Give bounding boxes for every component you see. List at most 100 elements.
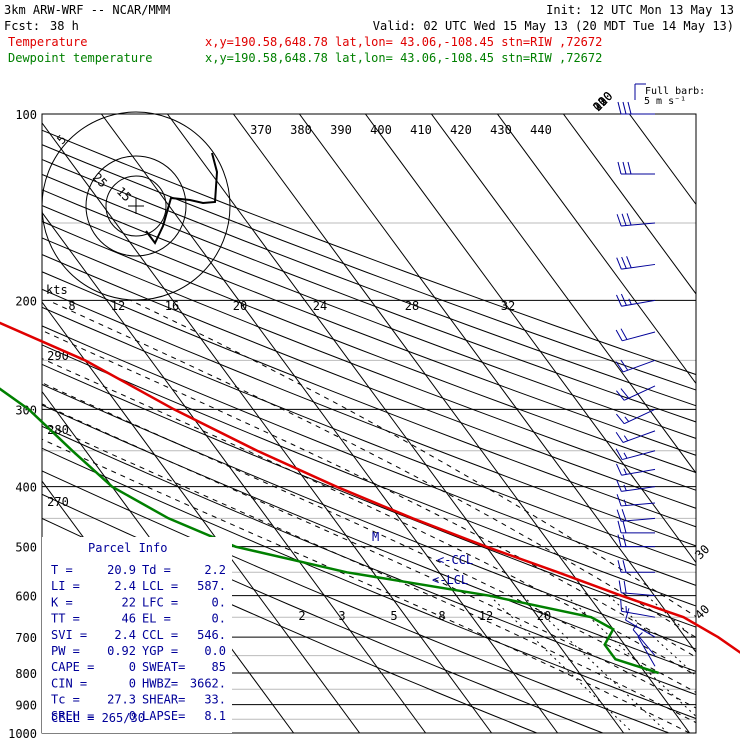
theta-label: 410 — [410, 123, 432, 137]
wind-barb — [615, 328, 656, 342]
wind-barb — [616, 463, 656, 476]
parcel-row-v2: 85 — [212, 660, 226, 674]
hodo-speed-label: 8 — [68, 299, 75, 313]
pressure-label: 1000 — [8, 727, 37, 740]
legend-temperature-info: x,y=190.58,648.78 lat,lon= 43.06,-108.45… — [205, 35, 602, 49]
wind-barb — [620, 598, 656, 618]
hodograph-ring-outer — [41, 111, 231, 301]
dry-adiabat — [42, 189, 696, 439]
parcel-row-v1: 20.9 — [107, 563, 136, 577]
init-time: Init: 12 UTC Mon 13 May 13 — [546, 3, 734, 17]
pressure-label: 400 — [15, 481, 37, 495]
parcel-row-v2: 0. — [212, 612, 226, 626]
pressure-label: 100 — [15, 108, 37, 122]
parcel-row-k1: T = — [51, 563, 73, 577]
wind-barb — [632, 624, 656, 656]
mixing-ratio-label: 5 — [390, 609, 397, 623]
isotherm — [101, 114, 559, 733]
wind-barb — [616, 213, 656, 227]
isotherm — [167, 114, 625, 733]
parcel-row-v2: 2.2 — [204, 563, 226, 577]
wind-barb — [637, 632, 656, 667]
pressure-label: 900 — [15, 699, 37, 713]
parcel-row-v1: 2.4 — [114, 579, 136, 593]
parcel-row-k2: LAPSE= — [142, 709, 185, 723]
dewpoint-temperature-line — [0, 387, 659, 675]
wind-barb — [625, 608, 656, 638]
isotherm — [563, 114, 696, 295]
parcel-row-v2: 0. — [212, 595, 226, 609]
dry-adiabat — [42, 344, 696, 607]
wind-barb — [616, 293, 656, 307]
ccl-marker: <-CCL — [437, 553, 473, 567]
hodograph: 5 25 15 — [41, 111, 231, 301]
hodograph-units-label: kts — [46, 283, 68, 297]
parcel-row-k2: SHEAR= — [142, 693, 185, 707]
isotherm — [299, 114, 696, 653]
theta-label: 420 — [450, 123, 472, 137]
dry-adiabat — [42, 220, 696, 474]
pressure-label: 200 — [15, 294, 37, 308]
theta-label: 370 — [250, 123, 272, 137]
dry-adiabat — [42, 383, 696, 650]
isotherm — [42, 122, 493, 733]
legend-temperature: Temperature — [8, 35, 87, 49]
parcel-row-k1: TT = — [51, 612, 80, 626]
wind-barb — [616, 509, 656, 522]
hodo-speed-label: 28 — [405, 299, 419, 313]
dry-adiabat — [42, 271, 696, 528]
dry-adiabat — [42, 205, 696, 456]
parcel-row-v2: 0.0 — [204, 644, 226, 658]
theta-label: 400 — [370, 123, 392, 137]
wind-barb — [616, 408, 656, 425]
wind-barb — [616, 479, 656, 492]
wind-barb — [617, 534, 655, 548]
parcel-row-k2: CCL = — [142, 628, 178, 642]
legend-dewpoint-info: x,y=190.58,648.78 lat,lon= 43.06,-108.45… — [205, 51, 602, 65]
wind-barb — [616, 256, 656, 270]
parcel-row-v1: 46 — [122, 612, 136, 626]
hodograph-ring-label-outer: 5 — [54, 132, 69, 147]
wind-barb — [616, 494, 656, 507]
parcel-row-v2: 546. — [197, 628, 226, 642]
parcel-row-k1: SREH = — [51, 709, 94, 723]
mixing-ratio-label: 12 — [479, 609, 493, 623]
wind-barb — [616, 385, 656, 401]
dry-adiabat — [42, 254, 696, 509]
dry-adiabat — [42, 129, 696, 376]
mixing-ratio-label: 20 — [537, 609, 551, 623]
dry-adiabat — [42, 173, 696, 423]
parcel-row-k2: EL = — [142, 612, 171, 626]
pressure-label: 500 — [15, 541, 37, 555]
barb-legend-line2: 5 m s⁻¹ — [644, 96, 686, 107]
hodograph-ring-label-middle: 25 — [90, 170, 110, 190]
parcel-row-k1: CAPE = — [51, 660, 94, 674]
parcel-row-k2: YGP = — [142, 644, 178, 658]
sounding-data-layer — [0, 321, 740, 675]
parcel-row-v2: 587. — [197, 579, 226, 593]
model-title: 3km ARW-WRF -- NCAR/MMM — [4, 3, 170, 17]
moist-adiabat — [42, 422, 696, 724]
parcel-row-k1: Tc = — [51, 693, 80, 707]
wind-barb — [615, 430, 656, 443]
parcel-row-v1: 22 — [122, 595, 136, 609]
pressure-label: 700 — [15, 631, 37, 645]
pressure-label: 800 — [15, 667, 37, 681]
theta-label: 380 — [290, 123, 312, 137]
parcel-info-panel: Parcel Info T = 20.9 Td = 2.2 LI = 2.4 LCL = 58… — [42, 537, 232, 733]
hodograph-ring-middle — [85, 155, 187, 257]
hodograph-trace — [145, 152, 219, 245]
parcel-row-v2: 3662. — [190, 676, 226, 690]
parcel-row-k2: HWBZ= — [142, 676, 178, 690]
m-marker: M — [372, 530, 379, 544]
parcel-row-k2: LFC = — [142, 595, 178, 609]
mixing-ratio-label: 8 — [438, 609, 445, 623]
pressure-label: 300 — [15, 403, 37, 417]
parcel-row-k2: Td = — [142, 563, 171, 577]
parcel-row-v1: 0 — [129, 660, 136, 674]
isotherm — [497, 114, 696, 385]
isotherm — [233, 114, 691, 733]
parcel-cell: CELL = 265/30 — [51, 711, 145, 725]
pressure-label: 600 — [15, 590, 37, 604]
dry-adiabat — [42, 288, 696, 547]
